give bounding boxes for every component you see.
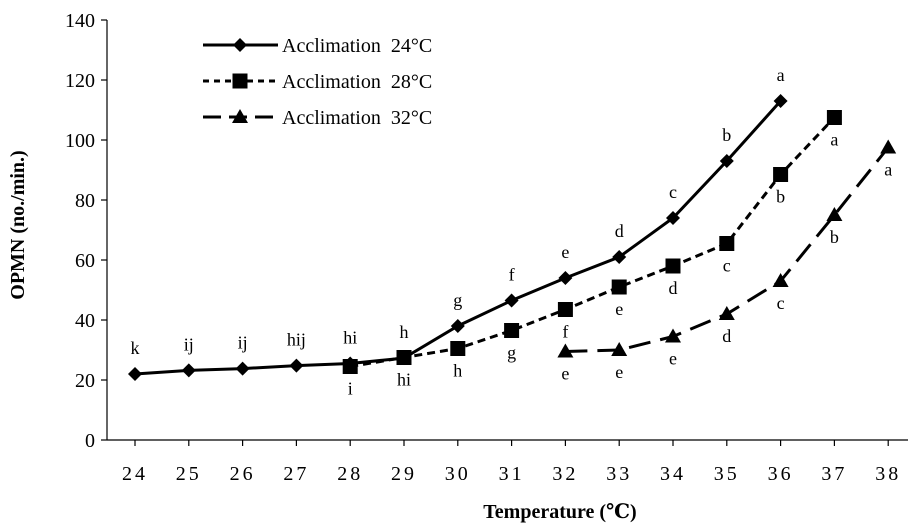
- y-tick-label: 60: [75, 250, 95, 272]
- y-tick-label: 40: [75, 310, 95, 332]
- x-tick-label: 38: [875, 463, 901, 485]
- diamond-marker: [773, 94, 788, 108]
- significance-label: e: [669, 349, 677, 369]
- x-tick-label: 30: [445, 463, 471, 485]
- significance-label: hi: [343, 328, 357, 348]
- x-tick-label: 32: [552, 463, 578, 485]
- x-tick-label: 34: [660, 463, 686, 485]
- triangle-marker: [557, 343, 574, 358]
- axes: 0 20 40 60 80 100 120 140 24 25 26 27 28 29 30 31 32 33 34…: [65, 10, 908, 485]
- square-marker: [773, 167, 789, 182]
- significance-label: a: [777, 65, 785, 85]
- diamond-marker: [450, 319, 465, 333]
- y-tick-label: 140: [65, 10, 95, 32]
- series-line-diamond: [134, 99, 782, 376]
- triangle-marker: [880, 139, 897, 154]
- square-marker: [396, 350, 412, 365]
- x-tick-label: 37: [821, 463, 847, 485]
- diamond-marker: [504, 293, 519, 308]
- x-axis-title: Temperature (℃): [483, 501, 636, 523]
- significance-label: h: [453, 361, 462, 381]
- square-marker: [504, 323, 520, 338]
- triangle-marker: [232, 109, 248, 123]
- y-axis-title: OPMN (no./min.): [7, 150, 29, 299]
- y-tick-label: 0: [85, 430, 95, 452]
- significance-label: i: [348, 379, 353, 399]
- diamond-marker: [235, 361, 250, 376]
- diamond-marker: [612, 250, 627, 264]
- x-tick-label: 28: [337, 463, 363, 485]
- significance-label: hi: [397, 370, 411, 390]
- series-line-square: [349, 116, 836, 368]
- diamond-marker: [128, 367, 142, 381]
- triangle-marker: [611, 342, 628, 356]
- significance-label: ij: [184, 334, 194, 354]
- significance-label: c: [777, 293, 785, 313]
- x-tick-label: 27: [283, 463, 309, 485]
- significance-label: g: [507, 343, 516, 363]
- x-tick-label: 36: [768, 463, 794, 485]
- significance-label: a: [830, 130, 838, 150]
- significance-label: b: [776, 187, 785, 207]
- y-tick-label: 20: [75, 370, 95, 392]
- triangle-marker: [826, 207, 843, 221]
- series-square: i hi h g f e d c b a: [342, 110, 842, 399]
- y-tick-label: 120: [65, 70, 95, 92]
- x-tick-label: 24: [122, 463, 148, 485]
- significance-label: ij: [238, 333, 248, 353]
- square-marker: [557, 302, 573, 317]
- significance-label: h: [400, 322, 409, 342]
- diamond-marker: [181, 363, 196, 378]
- diamond-marker: [233, 38, 247, 52]
- legend-label: Acclimation 32°C: [282, 107, 432, 129]
- x-tick-label: 33: [606, 463, 632, 485]
- triangle-marker: [665, 328, 681, 343]
- triangle-marker: [772, 273, 789, 287]
- significance-label: a: [884, 160, 892, 180]
- series-layer: k ij ij hij hi h g f e d c b a i hi h g f e d c b a e e e d c b a: [128, 65, 897, 399]
- significance-label: d: [669, 278, 678, 298]
- square-marker: [826, 110, 842, 125]
- significance-label: e: [615, 299, 623, 319]
- square-marker: [232, 73, 248, 89]
- legend: Acclimation 24°C Acclimation 28°C Acclimat…: [203, 35, 432, 129]
- x-tick-label: 29: [391, 463, 417, 485]
- y-tick-label: 80: [75, 190, 95, 212]
- square-marker: [611, 279, 627, 295]
- x-tick-label: 26: [230, 463, 256, 485]
- square-marker: [450, 341, 466, 356]
- significance-label: d: [722, 326, 731, 346]
- series-diamond: k ij ij hij hi h g f e d c b a: [128, 65, 788, 381]
- significance-label: f: [509, 265, 515, 285]
- significance-label: g: [453, 290, 462, 310]
- significance-label: e: [561, 364, 569, 384]
- x-tick-label: 25: [176, 463, 202, 485]
- triangle-marker: [718, 306, 735, 320]
- significance-label: e: [615, 362, 623, 382]
- significance-label: e: [561, 242, 569, 262]
- diamond-marker: [289, 358, 304, 373]
- diamond-marker: [719, 154, 734, 168]
- significance-label: hij: [287, 330, 306, 350]
- significance-label: c: [723, 256, 731, 276]
- significance-label: c: [669, 182, 677, 202]
- x-tick-label: 35: [714, 463, 740, 485]
- square-marker: [719, 236, 735, 251]
- significance-label: d: [615, 221, 624, 241]
- square-marker: [665, 258, 681, 274]
- series-triangle: e e e d c b a: [557, 139, 897, 384]
- diamond-marker: [666, 211, 680, 225]
- significance-label: k: [131, 338, 140, 358]
- significance-label: b: [722, 125, 731, 145]
- y-tick-label: 100: [65, 130, 95, 152]
- significance-label: b: [830, 227, 839, 247]
- x-tick-label: 31: [499, 463, 525, 485]
- significance-label: f: [562, 322, 568, 342]
- square-marker: [342, 359, 358, 374]
- legend-label: Acclimation 24°C: [282, 35, 432, 57]
- diamond-marker: [558, 271, 573, 285]
- legend-label: Acclimation 28°C: [282, 71, 432, 93]
